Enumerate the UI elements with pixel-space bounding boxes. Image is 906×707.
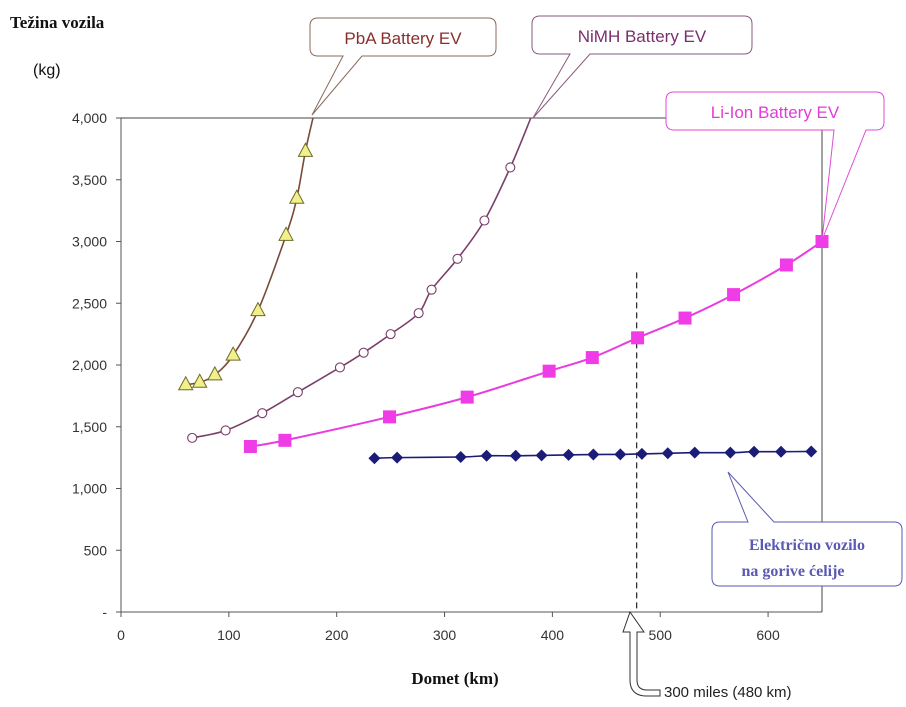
x-tick-label: 0 xyxy=(117,627,125,643)
x-tick-label: 300 xyxy=(433,627,457,643)
data-point-circle xyxy=(479,215,490,226)
data-point-diamond xyxy=(454,451,467,464)
pba-callout: PbA Battery EV xyxy=(309,17,497,116)
data-point-triangle xyxy=(177,375,194,391)
data-point-diamond xyxy=(562,448,575,461)
fuel-cell-callout: Električno vozilo na gorive ćelije xyxy=(711,471,903,587)
series-2 xyxy=(243,235,829,454)
data-point-triangle xyxy=(206,365,223,381)
x-tick-label: 500 xyxy=(649,627,673,643)
data-point-diamond xyxy=(775,445,788,458)
data-point-diamond xyxy=(748,445,761,458)
series-3 xyxy=(368,445,818,465)
data-point-square xyxy=(243,440,257,454)
nimh-callout: NiMH Battery EV xyxy=(531,15,753,119)
up-arrow-icon xyxy=(622,610,661,697)
x-tick-label: 200 xyxy=(325,627,349,643)
y-tick-label: 500 xyxy=(84,542,108,558)
data-point-circle xyxy=(358,347,369,358)
x-axis-ticks: 0 100 200 300 400 500 600 xyxy=(117,612,780,643)
data-point-diamond xyxy=(614,448,627,461)
data-point-square xyxy=(779,258,793,272)
data-point-circle xyxy=(505,162,516,173)
series-0 xyxy=(177,117,314,391)
data-point-circle xyxy=(220,425,231,436)
series-line-1 xyxy=(192,117,532,439)
data-point-diamond xyxy=(688,446,701,459)
range-note: 300 miles (480 km) xyxy=(622,610,792,701)
data-point-diamond xyxy=(391,451,404,464)
data-point-diamond xyxy=(480,449,493,462)
data-point-diamond xyxy=(509,449,522,462)
data-point-diamond xyxy=(805,445,818,458)
data-point-square xyxy=(678,311,692,325)
data-point-circle xyxy=(334,362,345,373)
data-point-circle xyxy=(385,329,396,340)
x-axis-title: Domet (km) xyxy=(411,669,498,688)
data-point-triangle xyxy=(297,142,314,157)
y-tick-label: 3,000 xyxy=(72,234,107,250)
liion-callout: Li-Ion Battery EV xyxy=(665,91,885,241)
fuel-cell-callout-line1: Električno vozilo xyxy=(749,537,865,554)
y-axis-unit: (kg) xyxy=(33,62,61,79)
y-axis-title: Težina vozila xyxy=(10,13,105,32)
data-point-diamond xyxy=(635,447,648,460)
data-point-diamond xyxy=(535,449,548,462)
fuel-cell-callout-line2: na gorive ćelije xyxy=(741,563,844,580)
data-point-square xyxy=(585,351,599,365)
pba-callout-label: PbA Battery EV xyxy=(344,29,462,48)
series-line-3 xyxy=(374,450,812,460)
data-point-square xyxy=(631,331,645,345)
y-tick-label: 1,000 xyxy=(72,481,107,497)
data-point-diamond xyxy=(661,447,674,460)
data-point-triangle xyxy=(288,189,305,204)
data-point-circle xyxy=(452,253,463,264)
data-point-circle xyxy=(257,408,268,419)
y-tick-label: 1,500 xyxy=(72,419,107,435)
x-tick-label: 400 xyxy=(541,627,565,643)
y-tick-label: 3,500 xyxy=(72,172,107,188)
liion-callout-label: Li-Ion Battery EV xyxy=(711,103,840,122)
data-point-diamond xyxy=(724,446,737,459)
series-layer xyxy=(177,117,829,465)
data-point-diamond xyxy=(587,448,600,461)
range-note-label: 300 miles (480 km) xyxy=(664,684,792,701)
x-tick-label: 600 xyxy=(756,627,780,643)
y-tick-label: - xyxy=(102,604,107,620)
data-point-circle xyxy=(426,284,437,295)
y-tick-label: 2,500 xyxy=(72,295,107,311)
nimh-callout-label: NiMH Battery EV xyxy=(578,27,707,46)
data-point-diamond xyxy=(368,452,381,465)
data-point-triangle xyxy=(278,226,294,241)
series-1 xyxy=(187,117,532,443)
x-tick-label: 100 xyxy=(217,627,241,643)
data-point-square xyxy=(542,364,556,378)
series-line-0 xyxy=(185,117,314,386)
data-point-triangle xyxy=(191,373,208,388)
data-point-square xyxy=(278,433,292,447)
series-line-2 xyxy=(250,240,823,448)
y-tick-label: 4,000 xyxy=(72,110,107,126)
data-point-triangle xyxy=(250,301,266,317)
y-tick-label: 2,000 xyxy=(72,357,107,373)
data-point-circle xyxy=(187,432,198,443)
y-axis-ticks: - 500 1,000 1,500 2,000 2,500 3,000 3,500 4,000 xyxy=(72,110,121,620)
data-point-circle xyxy=(292,387,303,398)
data-point-triangle xyxy=(225,346,241,361)
data-point-square xyxy=(460,390,474,404)
data-point-square xyxy=(383,410,397,424)
data-point-square xyxy=(727,288,741,302)
data-point-circle xyxy=(413,308,424,319)
